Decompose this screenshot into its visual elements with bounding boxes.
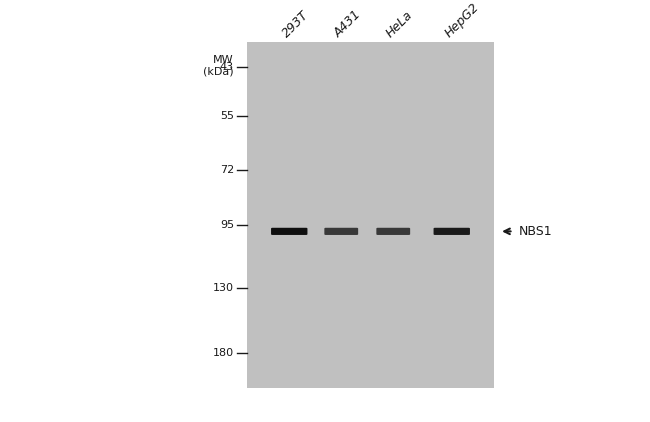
Text: HepG2: HepG2	[443, 1, 482, 40]
Text: 130: 130	[213, 283, 234, 293]
Text: NBS1: NBS1	[519, 225, 552, 238]
Text: A431: A431	[332, 8, 364, 40]
Text: 293T: 293T	[280, 8, 311, 40]
Text: HeLa: HeLa	[384, 8, 416, 40]
Text: 72: 72	[220, 165, 234, 175]
Text: 95: 95	[220, 220, 234, 230]
Text: 43: 43	[220, 62, 234, 72]
Text: MW
(kDa): MW (kDa)	[203, 55, 234, 76]
Text: 55: 55	[220, 111, 234, 121]
Text: 180: 180	[213, 348, 234, 358]
